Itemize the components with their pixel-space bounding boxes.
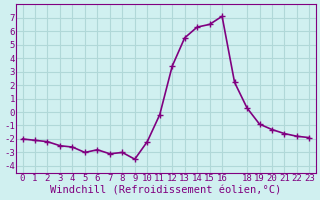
X-axis label: Windchill (Refroidissement éolien,°C): Windchill (Refroidissement éolien,°C) [50, 186, 282, 196]
